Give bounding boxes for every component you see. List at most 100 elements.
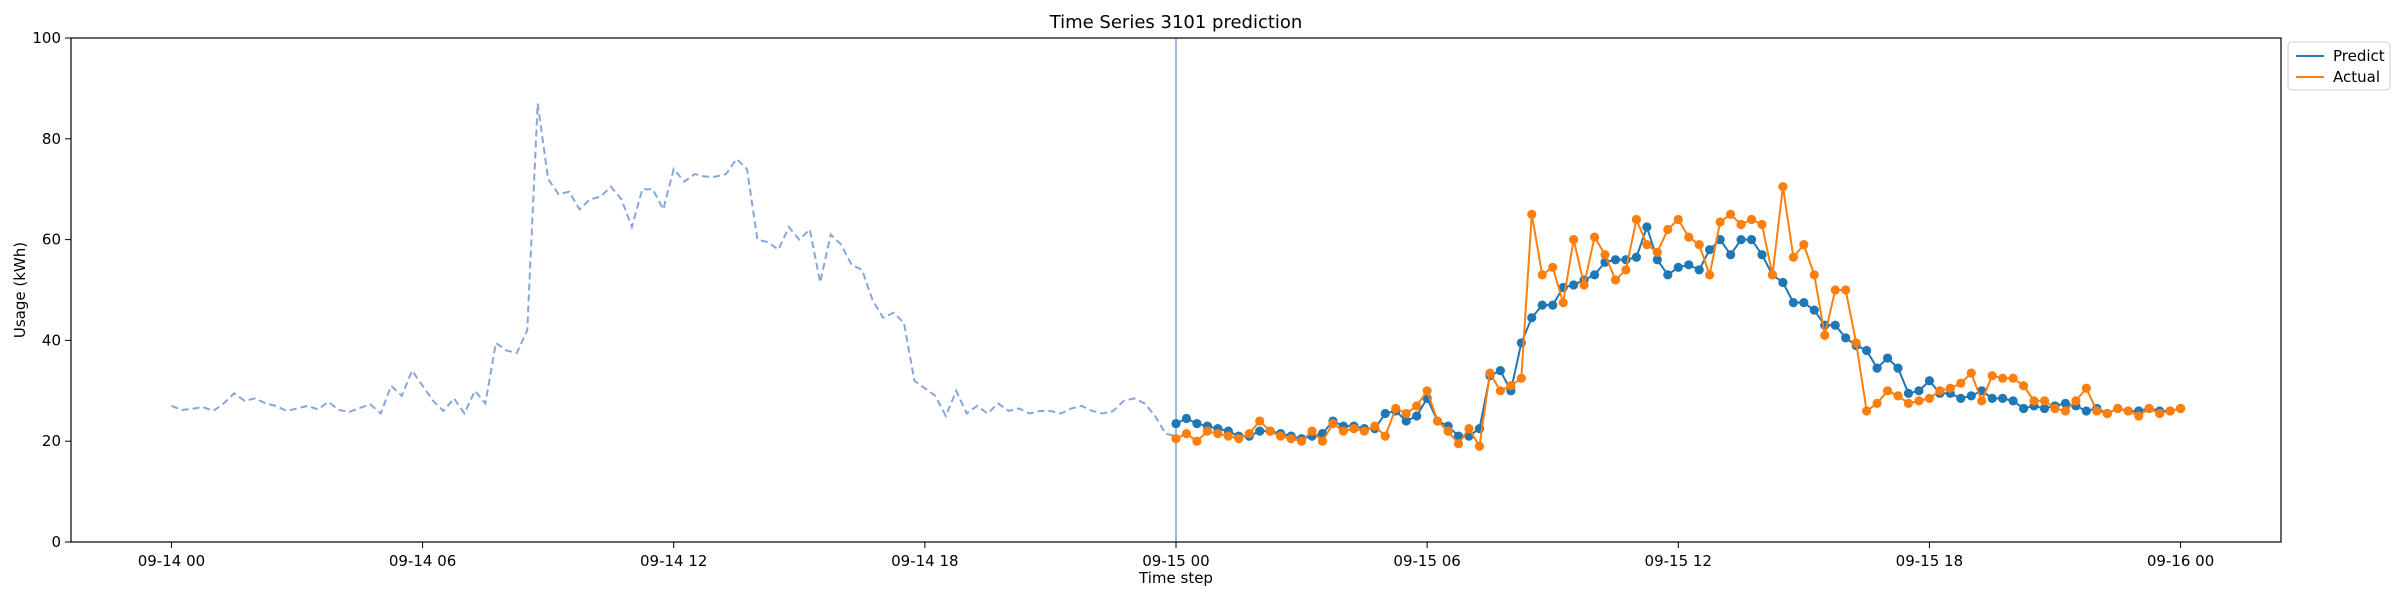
series-actual-point xyxy=(1391,403,1401,414)
series-actual-point xyxy=(1767,270,1778,280)
series-actual-point xyxy=(1192,436,1202,446)
series-actual-point xyxy=(2071,396,2081,406)
series-predict-point xyxy=(1453,431,1464,441)
series-predict-point xyxy=(1192,418,1202,429)
series-predict-point xyxy=(1569,280,1579,290)
series-actual-point xyxy=(1171,434,1181,444)
series-actual-point xyxy=(1265,426,1275,436)
series-predict-point xyxy=(1809,305,1819,315)
series-actual-point xyxy=(1296,436,1307,446)
series-actual-point xyxy=(1924,393,1935,403)
series-actual-point xyxy=(1725,209,1736,219)
series-actual-point xyxy=(1663,224,1673,235)
series-actual-point xyxy=(1338,426,1349,436)
series-actual-point xyxy=(1495,386,1505,396)
series-predict-point xyxy=(1882,353,1893,363)
series-actual-point xyxy=(1401,408,1411,419)
series-predict-point xyxy=(2060,398,2071,408)
series-predict-point xyxy=(1725,250,1736,260)
series-predict-point xyxy=(1987,393,1997,403)
series-predict-point xyxy=(1746,235,1757,245)
series-predict-point xyxy=(1924,376,1935,386)
series-predict-point xyxy=(1862,345,1872,356)
series-actual-point xyxy=(1276,431,1286,441)
series-actual-point xyxy=(1244,429,1254,439)
series-actual-point xyxy=(2155,408,2165,419)
x-tick-label: 09-14 12 xyxy=(640,552,707,570)
series-actual-point xyxy=(1945,383,1955,393)
series-actual-point xyxy=(1433,416,1443,426)
x-tick-label: 09-15 18 xyxy=(1896,552,1963,570)
series-predict-point xyxy=(1694,265,1704,275)
series-predict-point xyxy=(1799,298,1809,308)
series-predict-point xyxy=(1589,270,1600,280)
series-actual-point xyxy=(1799,240,1809,250)
series-actual-point xyxy=(1872,398,1882,408)
series-actual-point xyxy=(1862,406,1872,416)
legend-label-actual: Actual xyxy=(2333,68,2380,86)
series-actual-point xyxy=(1213,429,1223,439)
series-predict-point xyxy=(1903,388,1914,398)
series-actual-point xyxy=(1977,396,1987,406)
series-predict-point xyxy=(1736,235,1746,245)
series-actual-point xyxy=(1715,217,1725,227)
series-predict-point xyxy=(2008,396,2018,406)
series-actual-point xyxy=(2060,406,2071,416)
series-predict-point xyxy=(1495,366,1505,376)
series-actual-point xyxy=(1830,285,1840,295)
series-actual-point xyxy=(1506,381,1516,391)
series-actual-point xyxy=(1412,401,1422,411)
legend-label-predict: Predict xyxy=(2333,47,2385,65)
series-predict-point xyxy=(1642,222,1652,232)
series-actual-point xyxy=(1516,373,1526,383)
series-actual-point xyxy=(1642,240,1652,250)
x-tick-label: 09-15 00 xyxy=(1142,552,1209,570)
series-predict-point xyxy=(1893,363,1903,373)
series-actual-point xyxy=(1202,426,1212,436)
chart-title: Time Series 3101 prediction xyxy=(1049,12,1303,33)
series-actual-point xyxy=(2081,383,2091,393)
series-actual-point xyxy=(1610,275,1621,285)
series-actual-point xyxy=(2102,408,2112,419)
series-predict-point xyxy=(1412,411,1422,421)
series-predict-point xyxy=(1966,391,1976,401)
y-tick-label: 100 xyxy=(32,29,61,47)
series-actual-point xyxy=(2123,406,2133,416)
history-line xyxy=(171,103,1177,438)
series-actual-point xyxy=(1956,378,1966,388)
series-actual-point xyxy=(1841,285,1851,295)
series-predict-point xyxy=(1181,413,1192,424)
series-actual-point xyxy=(2050,403,2060,414)
series-actual-point xyxy=(1359,426,1369,436)
series-predict-point xyxy=(2039,403,2050,414)
x-axis-label: Time step xyxy=(1138,569,1213,587)
series-actual-point xyxy=(1673,214,1683,225)
series-actual-point xyxy=(1579,280,1589,290)
series-predict-point xyxy=(2081,406,2091,416)
series-actual-point xyxy=(1882,386,1893,396)
series-actual-point xyxy=(2113,403,2123,414)
series-actual-point xyxy=(1631,214,1642,225)
series-actual-point xyxy=(1317,436,1328,446)
series-actual-point xyxy=(1569,235,1579,245)
y-axis: 0 20 40 60 80 100 xyxy=(32,29,71,551)
series-actual-point xyxy=(1778,182,1788,192)
series-actual-point xyxy=(2018,381,2029,391)
series-actual-point xyxy=(1893,391,1903,401)
series-actual-point xyxy=(1987,371,1997,381)
series-actual-point xyxy=(2144,403,2154,414)
series-actual-point xyxy=(1223,431,1233,441)
series-predict-point xyxy=(1401,416,1411,426)
y-axis-label: Usage (kWh) xyxy=(11,242,29,338)
series-actual-point xyxy=(1234,434,1244,444)
legend: Predict Actual xyxy=(2287,41,2391,91)
series-predict-point xyxy=(1778,277,1788,288)
series-predict-point xyxy=(1380,408,1390,419)
series-actual-point xyxy=(1286,434,1296,444)
series-actual-point xyxy=(2039,396,2050,406)
series-actual-point xyxy=(1349,424,1359,434)
series-predict-point xyxy=(1914,386,1924,396)
series-predict-point xyxy=(1255,426,1265,436)
series-actual-point xyxy=(1914,396,1924,406)
